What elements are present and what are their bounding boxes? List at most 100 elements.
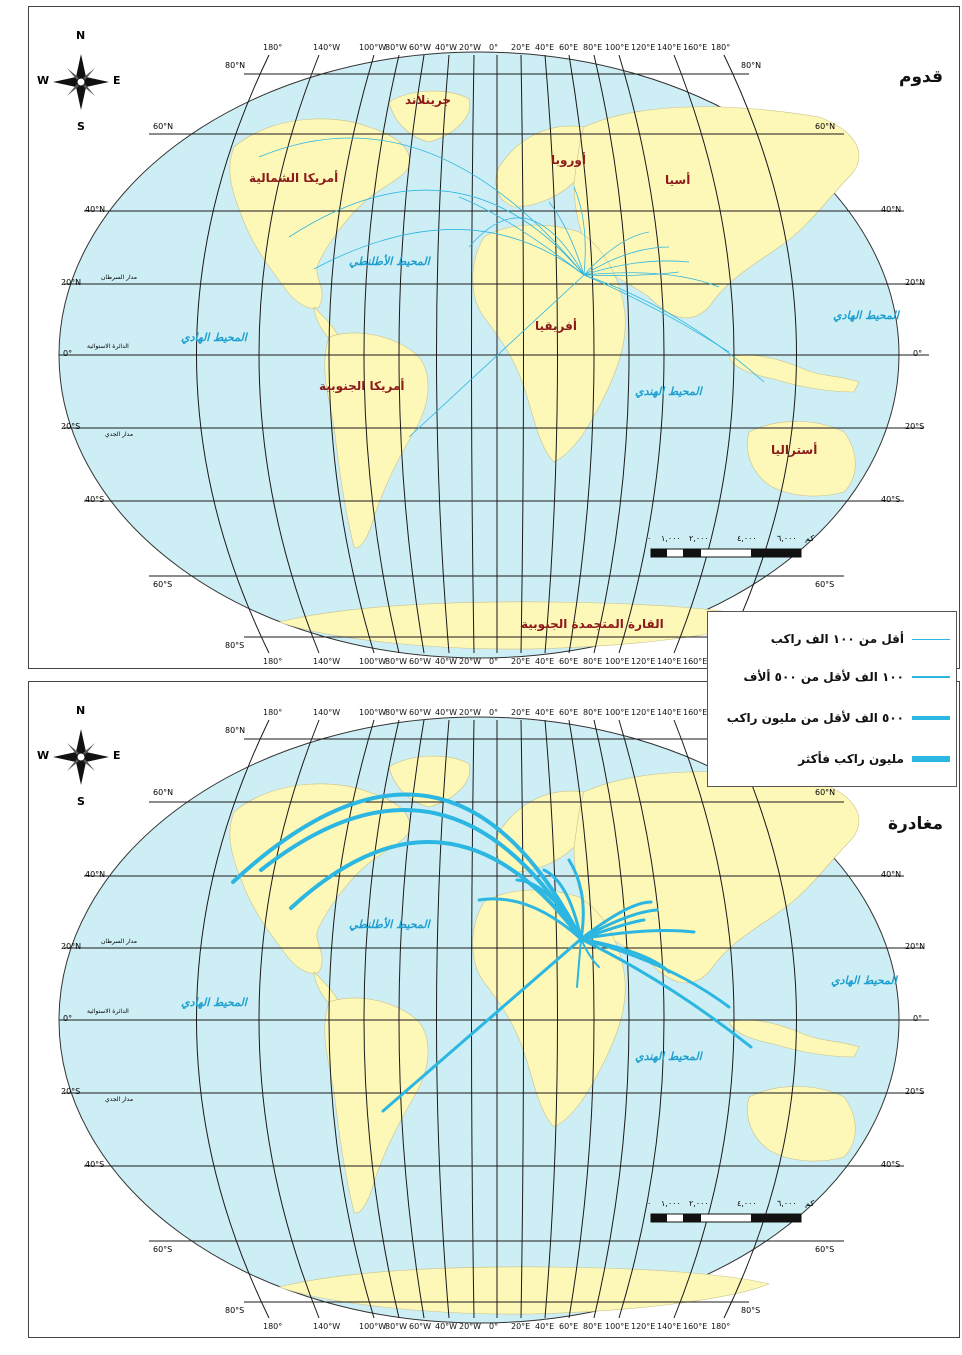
lat-label: 80°N bbox=[741, 61, 761, 70]
scale-tick: ١,٠٠٠ bbox=[661, 1199, 681, 1208]
lon-label: 20°E bbox=[511, 657, 530, 666]
lon-label: 40°W bbox=[435, 1322, 457, 1331]
lon-label: 180° bbox=[263, 657, 282, 666]
lon-label: 100°E bbox=[605, 708, 629, 717]
lon-label: 60°E bbox=[559, 43, 578, 52]
lon-label: 0° bbox=[489, 1322, 498, 1331]
lon-label: 20°E bbox=[511, 1322, 530, 1331]
lon-label: 80°W bbox=[385, 43, 407, 52]
compass-rose-departure bbox=[53, 729, 109, 785]
lon-label: 80°W bbox=[385, 708, 407, 717]
lat-label: 60°N bbox=[153, 788, 173, 797]
lat-label: 20°N bbox=[905, 278, 925, 287]
lon-label: 120°E bbox=[631, 1322, 655, 1331]
lon-label: 140°W bbox=[313, 657, 340, 666]
lat-label: 60°S bbox=[153, 1245, 172, 1254]
scale-tick: ٢,٠٠٠ bbox=[689, 534, 709, 543]
lat-label: 60°S bbox=[153, 580, 172, 589]
flow-legend: أقل من ١٠٠ الف راكب ١٠٠ الف لأقل من ٥٠٠ … bbox=[707, 611, 957, 787]
lat-label: 80°N bbox=[225, 61, 245, 70]
lon-label: 20°E bbox=[511, 708, 530, 717]
lon-label: 20°W bbox=[459, 657, 481, 666]
lon-label: 140°W bbox=[313, 708, 340, 717]
compass-e-label: E bbox=[113, 74, 121, 87]
legend-line-thin bbox=[912, 639, 950, 640]
tropic-capricorn-label: مدار الجدي bbox=[105, 1096, 133, 1103]
lon-label: 140°E bbox=[657, 1322, 681, 1331]
legend-line-medium bbox=[912, 676, 950, 678]
tropic-capricorn-label: مدار الجدي bbox=[105, 431, 133, 438]
lon-label: 160°E bbox=[683, 43, 707, 52]
lon-label: 80°W bbox=[385, 1322, 407, 1331]
scale-tick: ١,٠٠٠ bbox=[661, 534, 681, 543]
lat-label: 40°N bbox=[881, 205, 901, 214]
lat-label: 20°S bbox=[905, 1087, 924, 1096]
lat-label: 40°N bbox=[881, 870, 901, 879]
lon-label: 100°E bbox=[605, 657, 629, 666]
lon-label: 180° bbox=[263, 1322, 282, 1331]
indian-label: المحيط الهندي bbox=[635, 1050, 702, 1063]
atlantic-label: المحيط الأطلنطي bbox=[349, 255, 430, 268]
pacific-west-label: المحيط الهادي bbox=[181, 331, 247, 344]
scale-bar-departure bbox=[651, 1214, 801, 1222]
lat-label: 80°N bbox=[225, 726, 245, 735]
lon-label: 140°E bbox=[657, 657, 681, 666]
lat-label: 20°N bbox=[61, 278, 81, 287]
legend-item: مليون راكب فأكثر bbox=[716, 744, 950, 774]
lat-label: 0° bbox=[63, 1014, 72, 1023]
lat-label: 40°N bbox=[85, 870, 105, 879]
atlantic-label: المحيط الأطلنطي bbox=[349, 918, 430, 931]
tropic-cancer-label: مدار السرطان bbox=[101, 938, 137, 945]
greenland-label: جرينلاند bbox=[405, 93, 451, 107]
lat-label: 20°S bbox=[61, 422, 80, 431]
lon-label: 100°W bbox=[359, 708, 386, 717]
legend-item: ١٠٠ الف لأقل من ٥٠٠ ألأف bbox=[716, 662, 950, 692]
scale-tick: ٤,٠٠٠ bbox=[737, 534, 757, 543]
arrival-title: قدوم bbox=[899, 67, 943, 87]
lat-label: 0° bbox=[913, 1014, 922, 1023]
lat-label: 60°N bbox=[815, 788, 835, 797]
lon-label: 60°W bbox=[409, 657, 431, 666]
lon-label: 40°E bbox=[535, 43, 554, 52]
lon-label: 80°E bbox=[583, 43, 602, 52]
equator-label: الدائرة الاستوائية bbox=[87, 1008, 129, 1015]
lat-label: 40°N bbox=[85, 205, 105, 214]
scale-tick: ٦,٠٠٠ bbox=[777, 1199, 797, 1208]
scale-unit: كم bbox=[805, 534, 814, 543]
scale-bar-arrival bbox=[651, 549, 801, 557]
lat-label: 60°S bbox=[815, 580, 834, 589]
lon-label: 140°E bbox=[657, 43, 681, 52]
lat-label: 40°S bbox=[881, 495, 900, 504]
lat-label: 20°N bbox=[61, 942, 81, 951]
lon-label: 160°E bbox=[683, 657, 707, 666]
lon-label: 140°W bbox=[313, 43, 340, 52]
lon-label: 0° bbox=[489, 708, 498, 717]
lon-label: 20°W bbox=[459, 1322, 481, 1331]
arrival-map-panel: N S W E قدوم 180° 140°W 100°W 80°W 60°W … bbox=[28, 6, 960, 669]
scale-tick: ٦,٠٠٠ bbox=[777, 534, 797, 543]
africa-label: أفريقيا bbox=[535, 319, 577, 333]
lat-label: 60°S bbox=[815, 1245, 834, 1254]
lat-label: 40°S bbox=[881, 1160, 900, 1169]
legend-line-thickest bbox=[912, 756, 950, 762]
legend-label: ١٠٠ الف لأقل من ٥٠٠ ألأف bbox=[744, 670, 905, 684]
lon-label: 80°E bbox=[583, 708, 602, 717]
lon-label: 60°W bbox=[409, 1322, 431, 1331]
lat-label: 80°S bbox=[741, 1306, 760, 1315]
lon-label: 20°W bbox=[459, 708, 481, 717]
tropic-cancer-label: مدار السرطان bbox=[101, 274, 137, 281]
lon-label: 20°W bbox=[459, 43, 481, 52]
lon-label: 0° bbox=[489, 657, 498, 666]
scale-tick: ٠ bbox=[647, 534, 651, 543]
lon-label: 180° bbox=[263, 43, 282, 52]
lon-label: 40°E bbox=[535, 708, 554, 717]
compass-n-label: N bbox=[76, 704, 85, 717]
lat-label: 40°S bbox=[85, 1160, 104, 1169]
lon-label: 100°E bbox=[605, 1322, 629, 1331]
asia-label: أسيا bbox=[665, 173, 690, 187]
lon-label: 60°W bbox=[409, 43, 431, 52]
lon-label: 180° bbox=[263, 708, 282, 717]
legend-line-thick bbox=[912, 716, 950, 720]
legend-label: أقل من ١٠٠ الف راكب bbox=[771, 632, 904, 646]
departure-title: مغادرة bbox=[888, 814, 943, 834]
